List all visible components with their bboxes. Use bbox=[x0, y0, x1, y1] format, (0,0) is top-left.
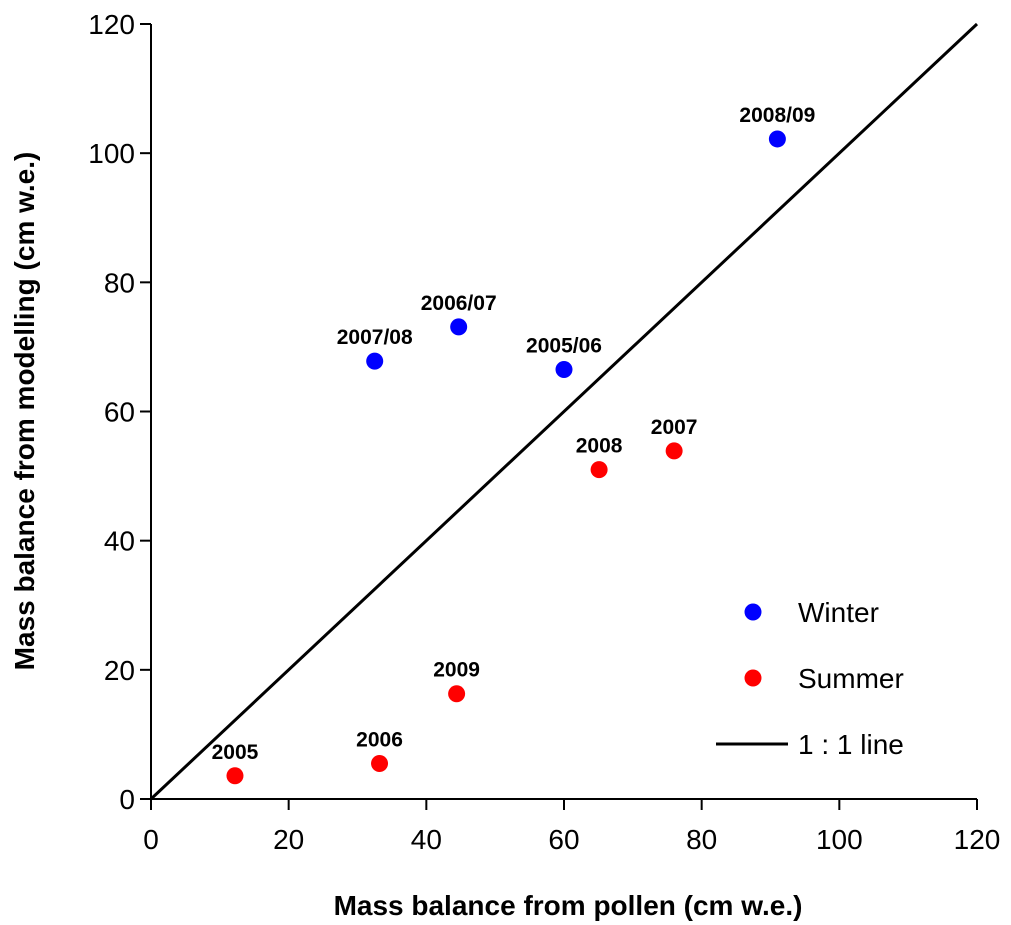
winter-point bbox=[366, 352, 384, 370]
point-label: 2009 bbox=[433, 659, 480, 682]
summer-point bbox=[665, 442, 683, 460]
winter-point bbox=[768, 130, 786, 148]
x-axis-title: Mass balance from pollen (cm w.e.) bbox=[334, 890, 803, 921]
y-tick-label: 80 bbox=[104, 267, 135, 298]
summer-point bbox=[226, 767, 244, 785]
x-tick-label: 60 bbox=[548, 824, 579, 855]
legend-summer-marker bbox=[744, 669, 762, 687]
point-labels: 2007/08 2006/07 2005/06 2008/09 2005 2006 2009… bbox=[212, 104, 816, 764]
point-label: 2006/07 bbox=[421, 292, 497, 315]
x-tick-label: 40 bbox=[411, 824, 442, 855]
legend-winter-marker bbox=[744, 603, 762, 621]
x-tick-label: 0 bbox=[143, 824, 159, 855]
point-label: 2007/08 bbox=[337, 326, 413, 349]
point-label: 2005 bbox=[212, 741, 259, 764]
point-label: 2007 bbox=[651, 416, 698, 439]
winter-point bbox=[555, 361, 573, 379]
summer-point bbox=[590, 461, 608, 479]
y-tick-label: 0 bbox=[119, 784, 135, 815]
point-label: 2008 bbox=[576, 435, 623, 458]
reference-line bbox=[149, 22, 979, 801]
reference-line-group bbox=[149, 22, 979, 801]
y-tick-label: 20 bbox=[104, 655, 135, 686]
x-tick-label: 120 bbox=[954, 824, 1001, 855]
ticks: 0 20 40 60 80 100 120 0 20 40 60 80 100 120 bbox=[88, 9, 1000, 855]
x-tick-label: 100 bbox=[816, 824, 863, 855]
x-tick-label: 80 bbox=[686, 824, 717, 855]
y-axis-title: Mass balance from modelling (cm w.e.) bbox=[9, 152, 40, 671]
data-points bbox=[226, 130, 786, 785]
summer-point bbox=[371, 754, 389, 772]
legend-winter-label: Winter bbox=[798, 597, 879, 628]
summer-point bbox=[448, 685, 466, 703]
legend-one-to-one-label: 1 : 1 line bbox=[798, 729, 904, 760]
point-label: 2006 bbox=[356, 728, 403, 751]
legend-summer-label: Summer bbox=[798, 663, 904, 694]
winter-point bbox=[450, 318, 468, 336]
legend: Winter Summer 1 : 1 line bbox=[716, 597, 904, 760]
y-tick-label: 100 bbox=[88, 138, 135, 169]
y-tick-label: 60 bbox=[104, 397, 135, 428]
point-label: 2008/09 bbox=[739, 104, 815, 127]
point-label: 2005/06 bbox=[526, 335, 602, 358]
y-tick-label: 40 bbox=[104, 526, 135, 557]
x-tick-label: 20 bbox=[273, 824, 304, 855]
y-tick-label: 120 bbox=[88, 9, 135, 40]
